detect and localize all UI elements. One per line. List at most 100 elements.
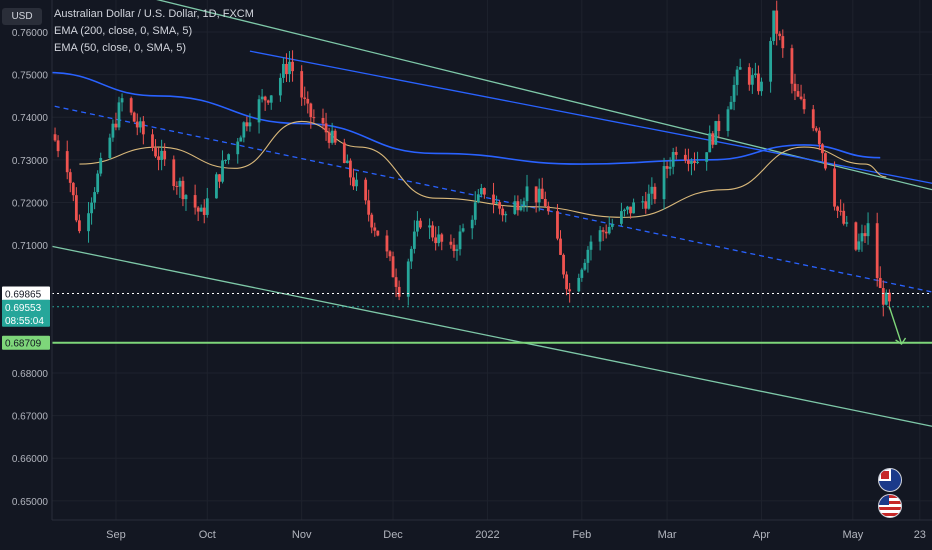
candle-body: [793, 83, 797, 92]
usa-flag-icon[interactable]: [878, 494, 902, 518]
candle-body: [352, 177, 355, 187]
candle-body: [364, 179, 368, 201]
candle-body: [394, 277, 398, 287]
candle: [74, 187, 78, 223]
candle: [221, 150, 224, 184]
candle: [647, 184, 651, 210]
price-tick-label: 0.68000: [12, 369, 49, 380]
candle: [623, 208, 626, 217]
candle-body: [708, 133, 712, 153]
candle-body: [132, 112, 136, 122]
event-flags[interactable]: [878, 468, 902, 520]
candle: [160, 139, 164, 171]
candle: [224, 159, 227, 164]
candle-body: [303, 97, 307, 99]
candle: [412, 220, 416, 254]
candle: [665, 161, 669, 179]
projection-arrow-head: [895, 337, 907, 345]
candle-body: [412, 231, 416, 249]
candle-body: [854, 222, 858, 250]
candle: [522, 197, 526, 212]
price-axis[interactable]: 0.76000 0.75000 0.74000 0.73000 0.72000 0.710…: [0, 0, 53, 550]
candle: [717, 114, 721, 139]
candle-body: [93, 192, 97, 203]
candle: [817, 127, 821, 151]
candle-body: [562, 254, 565, 275]
tag-support-text: 0.68709: [5, 339, 42, 350]
candle: [693, 152, 696, 171]
symbol-title[interactable]: Australian Dollar / U.S. Dollar, 1D, FXC…: [54, 8, 254, 20]
candle-body: [884, 292, 888, 305]
candle: [683, 148, 687, 164]
price-tick-label: 0.76000: [12, 28, 49, 39]
time-axis[interactable]: Sep Oct Nov Dec 2022 Feb Mar Apr May 23: [52, 519, 932, 541]
candle: [154, 139, 157, 158]
candle: [434, 226, 438, 251]
candle: [458, 225, 462, 256]
candle-body: [461, 228, 465, 232]
tag-support-background: [2, 335, 50, 350]
candle: [355, 172, 358, 191]
currency-badge[interactable]: USD: [2, 8, 42, 25]
candle: [476, 189, 480, 204]
candle: [199, 204, 203, 212]
candle-body: [769, 41, 773, 82]
candle: [324, 112, 328, 141]
candle: [811, 104, 815, 132]
candle: [163, 143, 167, 166]
trend-line-3: [45, 103, 932, 293]
candle-body: [108, 137, 112, 158]
candle-body: [172, 159, 176, 187]
candle-body: [370, 214, 374, 228]
candle: [68, 168, 72, 193]
candle-body: [492, 194, 495, 204]
candle-body: [753, 73, 757, 76]
price-levels[interactable]: [52, 292, 932, 345]
time-tick-label: Oct: [199, 529, 216, 541]
candle: [282, 57, 285, 83]
candle: [242, 121, 246, 143]
candle-body: [385, 235, 389, 252]
candle: [306, 91, 310, 114]
candle-body: [111, 123, 115, 138]
price-tick-label: 0.74000: [12, 113, 49, 124]
candle-body: [440, 234, 444, 242]
candle-body: [257, 99, 261, 123]
candle: [492, 182, 495, 214]
trend-lines[interactable]: [45, 0, 932, 427]
price-tick-label: 0.73000: [12, 156, 49, 167]
candle-body: [516, 201, 520, 211]
australia-flag-icon[interactable]: [878, 468, 902, 492]
candle: [333, 128, 337, 145]
candle-body: [87, 213, 90, 232]
candle: [878, 266, 882, 289]
candle-body: [96, 173, 100, 193]
candle-body: [324, 123, 328, 133]
candle: [205, 187, 209, 218]
candle: [887, 289, 891, 310]
candle-body: [546, 206, 550, 212]
candle: [556, 204, 559, 241]
candle-body: [278, 77, 282, 96]
ema200-legend[interactable]: EMA (200, close, 0, SMA, 5): [54, 25, 193, 37]
candle: [671, 147, 675, 175]
ema50-legend[interactable]: EMA (50, close, 0, SMA, 5): [54, 42, 187, 54]
candle-body: [406, 261, 410, 297]
candle: [565, 271, 569, 296]
candle-body: [498, 202, 502, 209]
time-tick-label: 2022: [475, 529, 499, 541]
tag-current-background: [2, 299, 50, 327]
tag-level1: 0.69865: [2, 286, 50, 301]
candle-body: [735, 69, 739, 85]
tag-support: 0.68709: [2, 335, 50, 350]
candle-body: [218, 174, 221, 182]
candle: [543, 191, 547, 207]
candle: [562, 253, 565, 279]
candle-body: [135, 121, 139, 128]
candle: [687, 148, 690, 172]
candle-body: [263, 96, 267, 101]
time-tick-label: 23: [914, 529, 926, 541]
candle: [303, 86, 307, 106]
candle: [726, 106, 730, 137]
